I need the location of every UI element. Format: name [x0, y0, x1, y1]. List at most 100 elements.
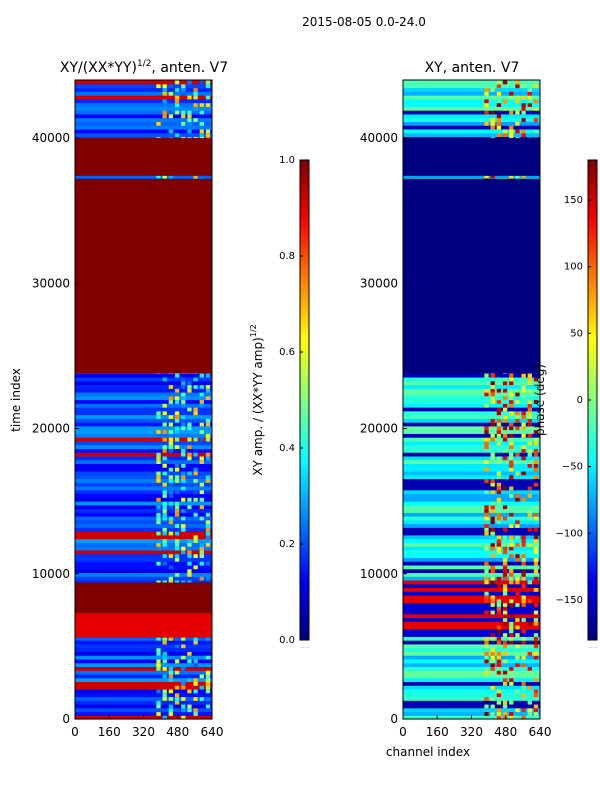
- y-tick-label: 20000: [360, 422, 398, 436]
- heatmap-cell: [168, 636, 174, 641]
- heatmap-cell: [509, 425, 514, 431]
- heatmap-cell: [168, 440, 174, 446]
- heatmap-cell: [193, 662, 198, 667]
- heatmap-cell: [496, 83, 502, 89]
- heatmap-row: [403, 117, 540, 122]
- heatmap-row: [75, 87, 212, 92]
- heatmap-cell: [496, 707, 502, 713]
- heatmap-cell: [496, 407, 502, 412]
- heatmap-cell: [174, 553, 180, 558]
- heatmap-cell: [168, 504, 174, 510]
- heatmap-cell: [205, 80, 211, 85]
- heatmap-cell: [162, 455, 167, 461]
- heatmap-cell: [527, 87, 532, 92]
- heatmap-cell: [521, 102, 526, 107]
- heatmap-row: [403, 677, 540, 683]
- heatmap-cell: [527, 399, 532, 404]
- heatmap-cell: [509, 459, 514, 464]
- heatmap-cell: [533, 106, 539, 111]
- heatmap-cell: [515, 707, 520, 713]
- heatmap-cell: [521, 534, 526, 540]
- heatmap-cell: [502, 455, 508, 461]
- heatmap-cell: [199, 685, 204, 690]
- heatmap-cell: [527, 452, 532, 457]
- heatmap-cell: [187, 470, 192, 476]
- heatmap-cell: [162, 516, 167, 521]
- heatmap-cell: [484, 391, 489, 397]
- heatmap-cell: [205, 474, 211, 480]
- heatmap-cell: [521, 692, 526, 698]
- heatmap-cell: [162, 113, 167, 119]
- heatmap-cell: [199, 121, 204, 126]
- heatmap-cell: [181, 83, 186, 89]
- heatmap-row: [403, 399, 540, 404]
- colorbar1-footer: ......: [300, 644, 310, 650]
- heatmap-cell: [496, 91, 502, 96]
- heatmap-row: [403, 422, 540, 427]
- heatmap-row: [403, 474, 540, 480]
- heatmap-cell: [502, 677, 508, 683]
- heatmap-cell: [484, 527, 489, 532]
- heatmap-cell: [521, 598, 526, 604]
- heatmap-cell: [187, 117, 192, 122]
- heatmap-cell: [162, 636, 167, 641]
- heatmap-saturated-block: [75, 178, 212, 374]
- heatmap-row: [75, 711, 212, 716]
- heatmap-cell: [187, 662, 192, 667]
- heatmap-cell: [509, 128, 514, 134]
- heatmap-cell: [533, 609, 539, 615]
- heatmap-cell: [515, 542, 520, 547]
- heatmap-cell: [199, 553, 204, 558]
- heatmap-cell: [490, 489, 495, 495]
- heatmap-row: [403, 448, 540, 453]
- heatmap-cell: [484, 651, 489, 656]
- heatmap-row: [403, 572, 540, 577]
- heatmap-cell: [509, 395, 514, 401]
- heatmap-row: [403, 110, 540, 115]
- heatmap-saturated-block: [75, 138, 212, 176]
- colorbar-tick-label: 0.8: [279, 251, 295, 262]
- heatmap-cell: [496, 459, 502, 464]
- colorbar-tick-label: −50: [562, 462, 583, 473]
- heatmap-cell: [174, 98, 180, 104]
- heatmap-row: [403, 106, 540, 111]
- x-tick-label: 160: [98, 725, 121, 739]
- colorbar2-ticks: −150 −100 −50 0 50 100 150: [556, 195, 591, 606]
- panel1-y-ticks: 0 10000 20000 30000 40000: [32, 131, 79, 726]
- heatmap-cell: [521, 715, 526, 720]
- heatmap-cell: [502, 670, 508, 675]
- heatmap-cell: [187, 561, 192, 566]
- heatmap-cell: [156, 173, 161, 179]
- heatmap-cell: [162, 715, 167, 720]
- heatmap-row: [75, 512, 212, 517]
- heatmap-cell: [496, 598, 502, 604]
- heatmap-row: [403, 455, 540, 461]
- heatmap-cell: [156, 504, 161, 510]
- heatmap-cell: [490, 703, 495, 709]
- heatmap-cell: [533, 117, 539, 122]
- heatmap-cell: [193, 91, 198, 96]
- heatmap-cell: [515, 414, 520, 419]
- heatmap-cell: [168, 448, 174, 453]
- heatmap-cell: [502, 651, 508, 656]
- heatmap-cell: [496, 125, 502, 130]
- heatmap-row: [75, 459, 212, 464]
- heatmap-cell: [509, 538, 514, 543]
- heatmap-cell: [484, 531, 489, 536]
- heatmap-row: [403, 128, 540, 134]
- heatmap-row: [403, 587, 540, 592]
- heatmap-cell: [168, 703, 174, 709]
- heatmap-cell: [156, 474, 161, 480]
- heatmap-cell: [205, 455, 211, 461]
- heatmap-cell: [199, 373, 204, 378]
- heatmap-cell: [496, 602, 502, 607]
- heatmap-cell: [174, 132, 180, 137]
- heatmap-cell: [187, 452, 192, 457]
- heatmap-row: [75, 444, 212, 449]
- heatmap-cell: [527, 95, 532, 100]
- heatmap-cell: [181, 655, 186, 660]
- heatmap-cell: [490, 121, 495, 126]
- heatmap-cell: [205, 128, 211, 134]
- heatmap-cell: [533, 670, 539, 675]
- heatmap-cell: [199, 128, 204, 134]
